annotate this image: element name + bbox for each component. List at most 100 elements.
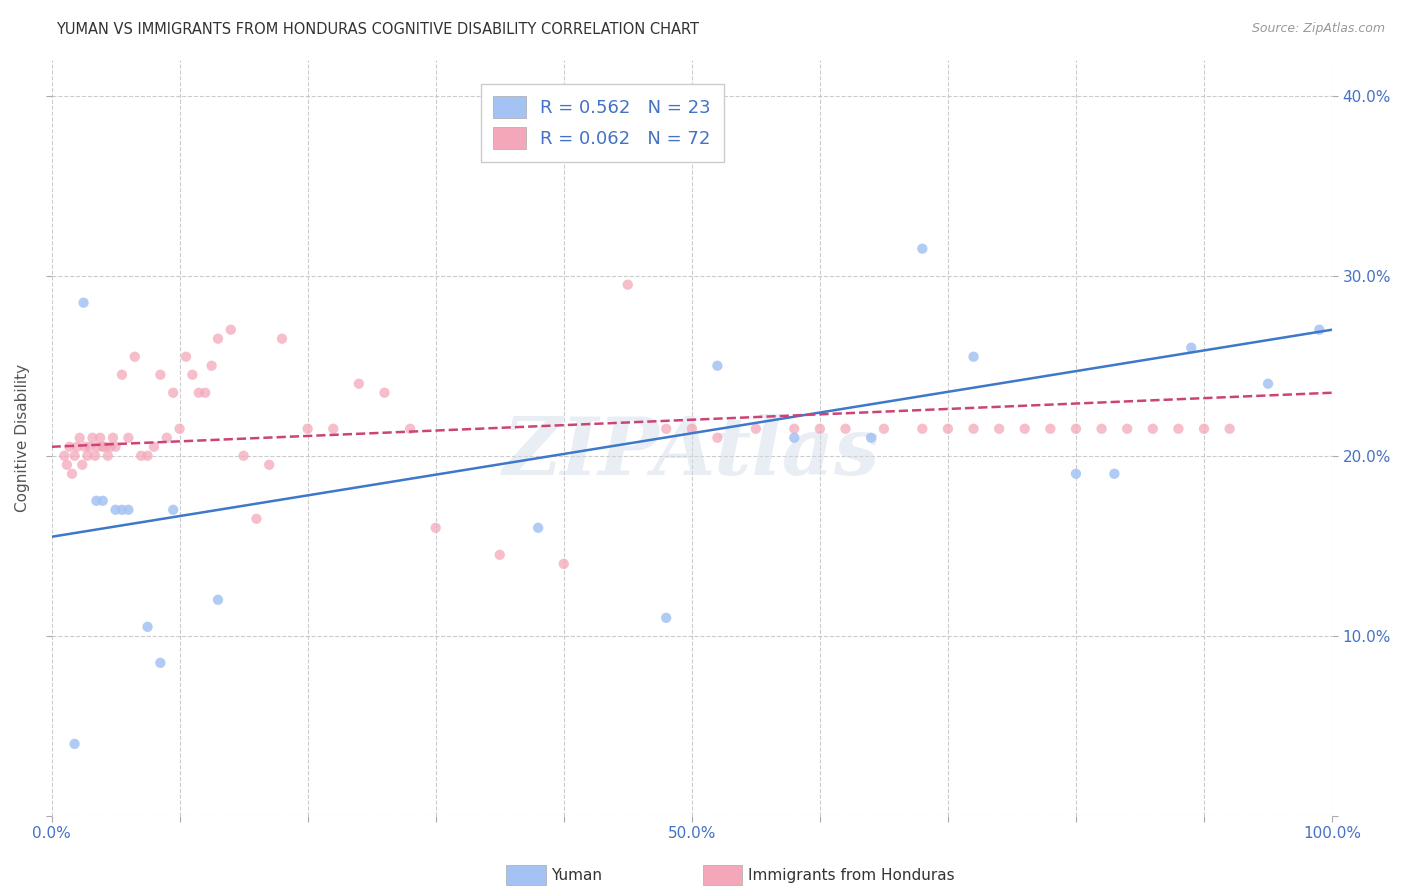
Point — [162, 503, 184, 517]
Point — [63, 449, 86, 463]
Point — [94, 440, 117, 454]
Point — [873, 422, 896, 436]
Point — [124, 350, 146, 364]
Point — [111, 503, 134, 517]
Point — [347, 376, 370, 391]
Text: Immigrants from Honduras: Immigrants from Honduras — [748, 868, 955, 882]
Point — [1116, 422, 1139, 436]
Point — [60, 467, 83, 481]
Point — [1090, 422, 1112, 436]
Point — [56, 458, 79, 472]
Point — [136, 449, 159, 463]
Point — [936, 422, 959, 436]
Point — [745, 422, 768, 436]
Point — [72, 295, 94, 310]
Point — [706, 431, 728, 445]
Legend: R = 0.562   N = 23, R = 0.062   N = 72: R = 0.562 N = 23, R = 0.062 N = 72 — [481, 84, 724, 162]
Text: Yuman: Yuman — [551, 868, 602, 882]
Point — [82, 431, 104, 445]
Point — [834, 422, 856, 436]
Point — [111, 368, 134, 382]
Point — [616, 277, 638, 292]
Point — [1192, 422, 1215, 436]
Point — [425, 521, 447, 535]
Point — [162, 385, 184, 400]
Point — [783, 431, 806, 445]
Point — [962, 350, 984, 364]
Point — [69, 431, 91, 445]
Point — [207, 592, 229, 607]
Point — [194, 385, 217, 400]
Point — [100, 440, 122, 454]
Point — [91, 440, 114, 454]
Point — [73, 440, 96, 454]
Point — [1308, 323, 1330, 337]
Point — [143, 440, 166, 454]
Point — [219, 323, 242, 337]
Point — [988, 422, 1011, 436]
Point — [63, 737, 86, 751]
Point — [706, 359, 728, 373]
Point — [1142, 422, 1164, 436]
Point — [373, 385, 395, 400]
Point — [655, 422, 678, 436]
Point — [72, 458, 94, 472]
Point — [1180, 341, 1202, 355]
Point — [76, 449, 98, 463]
Text: ZIPAtlas: ZIPAtlas — [503, 414, 880, 491]
Point — [149, 368, 172, 382]
Point — [553, 557, 575, 571]
Point — [86, 493, 108, 508]
Point — [257, 458, 280, 472]
Point — [53, 449, 76, 463]
Point — [962, 422, 984, 436]
Point — [156, 431, 179, 445]
Point — [136, 620, 159, 634]
Point — [66, 440, 89, 454]
Point — [1257, 376, 1279, 391]
Point — [860, 431, 883, 445]
Point — [1064, 422, 1087, 436]
Point — [245, 512, 267, 526]
Point — [1104, 467, 1126, 481]
Point — [104, 503, 127, 517]
Point — [129, 449, 152, 463]
Point — [808, 422, 831, 436]
Point — [207, 332, 229, 346]
Text: YUMAN VS IMMIGRANTS FROM HONDURAS COGNITIVE DISABILITY CORRELATION CHART: YUMAN VS IMMIGRANTS FROM HONDURAS COGNIT… — [56, 22, 699, 37]
Point — [97, 449, 120, 463]
Point — [200, 359, 222, 373]
Text: Source: ZipAtlas.com: Source: ZipAtlas.com — [1251, 22, 1385, 36]
Point — [399, 422, 422, 436]
Point — [101, 431, 124, 445]
Point — [104, 440, 127, 454]
Point — [1064, 467, 1087, 481]
Point — [174, 350, 197, 364]
Point — [911, 242, 934, 256]
Point — [181, 368, 204, 382]
Point — [169, 422, 191, 436]
Point — [187, 385, 209, 400]
Point — [488, 548, 510, 562]
Point — [79, 440, 101, 454]
Point — [1039, 422, 1062, 436]
Point — [297, 422, 319, 436]
Point — [117, 431, 139, 445]
Point — [1014, 422, 1036, 436]
Point — [322, 422, 344, 436]
Y-axis label: Cognitive Disability: Cognitive Disability — [15, 364, 30, 512]
Point — [783, 422, 806, 436]
Point — [84, 449, 107, 463]
Point — [527, 521, 550, 535]
Point — [271, 332, 294, 346]
Point — [655, 611, 678, 625]
Point — [89, 431, 111, 445]
Point — [1167, 422, 1189, 436]
Point — [1219, 422, 1241, 436]
Point — [232, 449, 254, 463]
Point — [91, 493, 114, 508]
Point — [681, 422, 703, 436]
Point — [911, 422, 934, 436]
Point — [58, 440, 80, 454]
Point — [117, 503, 139, 517]
